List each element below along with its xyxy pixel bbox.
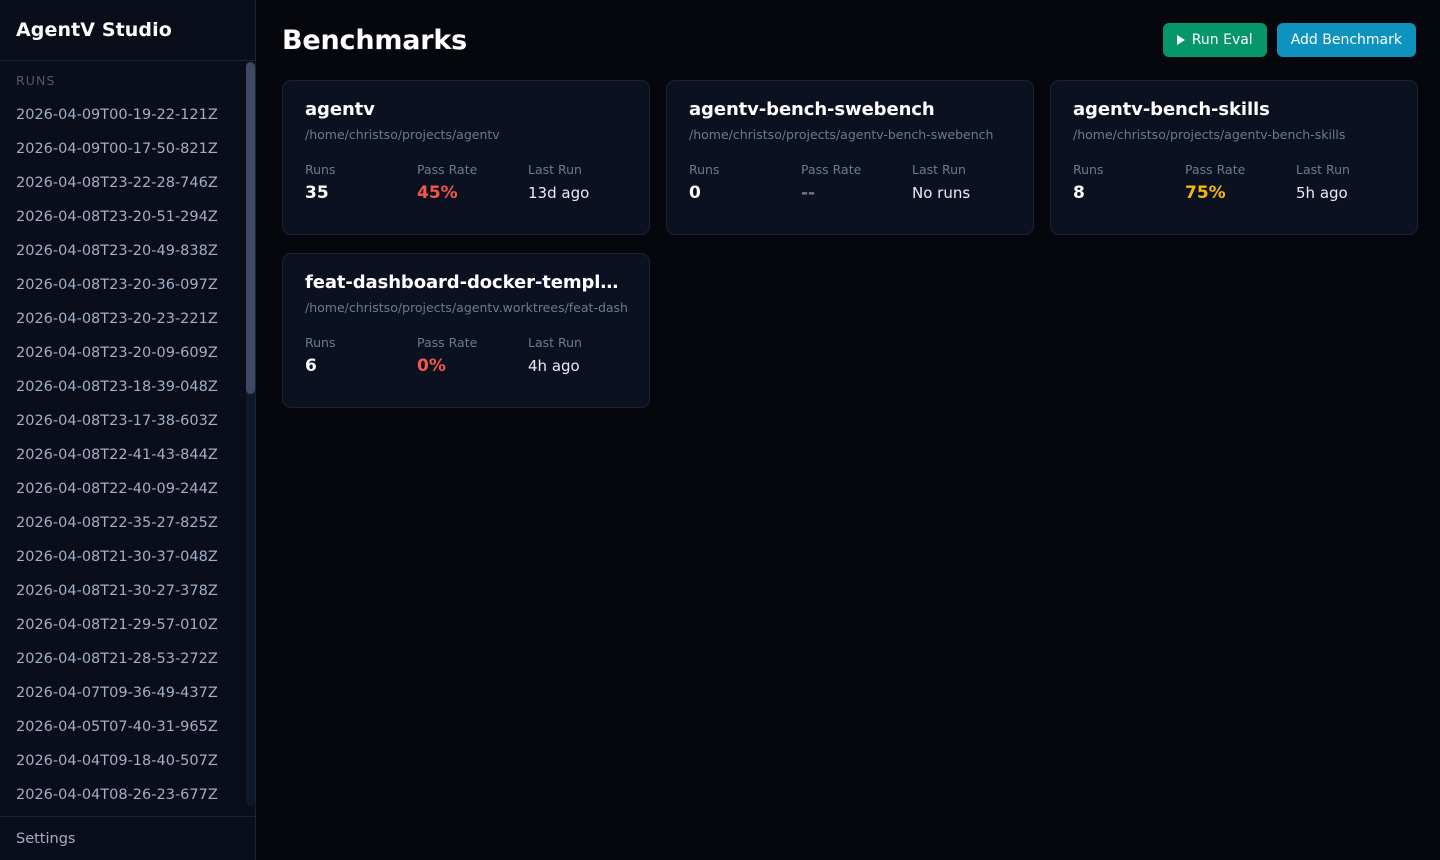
- app-brand: AgentV Studio: [0, 0, 255, 61]
- stat-pass-rate-value: 45%: [417, 183, 458, 203]
- run-list-item[interactable]: 2026-04-09T00-19-22-121Z: [16, 107, 218, 123]
- benchmark-path: /home/christso/projects/agentv-bench-ski…: [1073, 127, 1346, 142]
- run-list-item[interactable]: 2026-04-08T21-30-37-048Z: [16, 549, 218, 565]
- run-list-item[interactable]: 2026-04-05T07-40-31-965Z: [16, 719, 218, 735]
- benchmark-card[interactable]: agentv/home/christso/projects/agentv Runs…: [282, 80, 650, 235]
- benchmark-path: /home/christso/projects/agentv-bench-swe…: [689, 127, 994, 142]
- stat-pass-rate-label: Pass Rate: [417, 335, 478, 350]
- benchmark-stats: Runs 8 Pass Rate 75% Last Run 5h ago: [1073, 162, 1395, 204]
- run-list-item[interactable]: 2026-04-08T22-41-43-844Z: [16, 447, 218, 463]
- add-benchmark-button[interactable]: Add Benchmark: [1276, 23, 1416, 57]
- run-list-item[interactable]: 2026-04-08T23-17-38-603Z: [16, 413, 218, 429]
- run-list-item[interactable]: 2026-04-08T23-22-28-746Z: [16, 175, 218, 191]
- stat-pass-rate-value: 0%: [417, 356, 446, 376]
- stat-runs-value: 6: [305, 356, 317, 376]
- stat-runs-label: Runs: [305, 162, 336, 177]
- stat-runs-label: Runs: [1073, 162, 1104, 177]
- stat-pass-rate-value: 75%: [1185, 183, 1226, 203]
- stat-last-run-value: 5h ago: [1296, 184, 1348, 202]
- stat-runs-label: Runs: [305, 335, 336, 350]
- stat-runs-value: 35: [305, 183, 329, 203]
- stat-runs: Runs 8: [1073, 162, 1185, 204]
- stat-pass-rate-label: Pass Rate: [417, 162, 478, 177]
- stat-last-run-label: Last Run: [528, 162, 582, 177]
- run-list-item[interactable]: 2026-04-08T21-29-57-010Z: [16, 617, 218, 633]
- run-list-item[interactable]: 2026-04-08T22-35-27-825Z: [16, 515, 218, 531]
- benchmark-stats: Runs 0 Pass Rate -- Last Run No runs: [689, 162, 1011, 204]
- stat-pass-rate: Pass Rate 45%: [417, 162, 528, 204]
- stat-last-run: Last Run 4h ago: [528, 335, 627, 377]
- stat-pass-rate-value: --: [801, 183, 816, 203]
- run-list-item[interactable]: 2026-04-08T23-20-49-838Z: [16, 243, 218, 259]
- stat-last-run: Last Run 5h ago: [1296, 162, 1395, 204]
- stat-last-run-label: Last Run: [912, 162, 966, 177]
- settings-label: Settings: [16, 830, 76, 847]
- stat-runs: Runs 35: [305, 162, 417, 204]
- benchmark-stats: Runs 6 Pass Rate 0% Last Run 4h ago: [305, 335, 627, 377]
- run-list-item[interactable]: 2026-04-04T09-18-40-507Z: [16, 753, 218, 769]
- benchmark-card[interactable]: agentv-bench-skills/home/christso/projec…: [1050, 80, 1418, 235]
- stat-last-run-value: No runs: [912, 184, 971, 202]
- run-eval-label: Run Eval: [1191, 32, 1253, 48]
- stat-pass-rate: Pass Rate 0%: [417, 335, 528, 377]
- stat-last-run: Last Run 13d ago: [528, 162, 627, 204]
- stat-runs: Runs 0: [689, 162, 801, 204]
- stat-runs-value: 0: [689, 183, 701, 203]
- run-list-item[interactable]: 2026-04-08T21-28-53-272Z: [16, 651, 218, 667]
- run-list-item[interactable]: 2026-04-08T21-30-27-378Z: [16, 583, 218, 599]
- benchmark-path: /home/christso/projects/agentv: [305, 127, 500, 142]
- main-content: Benchmarks Run Eval Add Benchmark agentv…: [256, 0, 1440, 860]
- run-list-item[interactable]: 2026-04-08T23-20-23-221Z: [16, 311, 218, 327]
- benchmark-name: agentv-bench-skills: [1073, 99, 1270, 120]
- run-list-item[interactable]: 2026-04-08T22-40-09-244Z: [16, 481, 218, 497]
- stat-last-run-label: Last Run: [1296, 162, 1350, 177]
- stat-last-run: Last Run No runs: [912, 162, 1011, 204]
- page-header: Benchmarks Run Eval Add Benchmark: [256, 0, 1440, 80]
- benchmark-path: /home/christso/projects/agentv.worktrees…: [305, 300, 627, 315]
- app-title: AgentV Studio: [16, 19, 172, 41]
- sidebar-item-settings[interactable]: Settings: [0, 816, 255, 860]
- benchmark-card[interactable]: feat-dashboard-docker-templ… /home/christ…: [282, 253, 650, 408]
- stat-pass-rate-label: Pass Rate: [1185, 162, 1246, 177]
- benchmark-name: feat-dashboard-docker-templ…: [305, 272, 619, 293]
- sidebar: AgentV Studio RUNS 2026-04-09T00-19-22-1…: [0, 0, 256, 860]
- stat-last-run-value: 13d ago: [528, 184, 590, 202]
- runs-list: 2026-04-09T00-19-22-121Z 2026-04-09T00-17…: [0, 98, 255, 812]
- run-list-item[interactable]: 2026-04-07T09-36-49-437Z: [16, 685, 218, 701]
- stat-runs-label: Runs: [689, 162, 720, 177]
- runs-section-label: RUNS: [16, 73, 56, 88]
- stat-pass-rate: Pass Rate 75%: [1185, 162, 1296, 204]
- benchmark-name: agentv-bench-swebench: [689, 99, 935, 120]
- run-list-item[interactable]: 2026-04-09T00-17-50-821Z: [16, 141, 218, 157]
- stat-pass-rate: Pass Rate --: [801, 162, 912, 204]
- runs-list-scroll-area[interactable]: RUNS 2026-04-09T00-19-22-121Z 2026-04-09T…: [0, 61, 255, 816]
- benchmark-card-grid: agentv/home/christso/projects/agentv Runs…: [256, 80, 1440, 408]
- benchmark-name: agentv: [305, 99, 375, 120]
- sidebar-scrollbar-thumb[interactable]: [246, 62, 255, 394]
- stat-last-run-label: Last Run: [528, 335, 582, 350]
- run-eval-button[interactable]: Run Eval: [1162, 23, 1267, 57]
- benchmark-stats: Runs 35 Pass Rate 45% Last Run 13d ago: [305, 162, 627, 204]
- header-actions: Run Eval Add Benchmark: [1162, 23, 1416, 57]
- play-icon: [1176, 35, 1185, 45]
- stat-pass-rate-label: Pass Rate: [801, 162, 862, 177]
- sidebar-scrollbar-track[interactable]: [246, 62, 255, 806]
- stat-last-run-value: 4h ago: [528, 357, 580, 375]
- run-list-item[interactable]: 2026-04-08T23-20-09-609Z: [16, 345, 218, 361]
- page-title: Benchmarks: [282, 24, 468, 56]
- stat-runs: Runs 6: [305, 335, 417, 377]
- run-list-item[interactable]: 2026-04-08T23-20-36-097Z: [16, 277, 218, 293]
- run-list-item[interactable]: 2026-04-08T23-18-39-048Z: [16, 379, 218, 395]
- run-list-item[interactable]: 2026-04-04T08-26-23-677Z: [16, 787, 218, 803]
- benchmark-card[interactable]: agentv-bench-swebench/home/christso/proj…: [666, 80, 1034, 235]
- stat-runs-value: 8: [1073, 183, 1085, 203]
- run-list-item[interactable]: 2026-04-08T23-20-51-294Z: [16, 209, 218, 225]
